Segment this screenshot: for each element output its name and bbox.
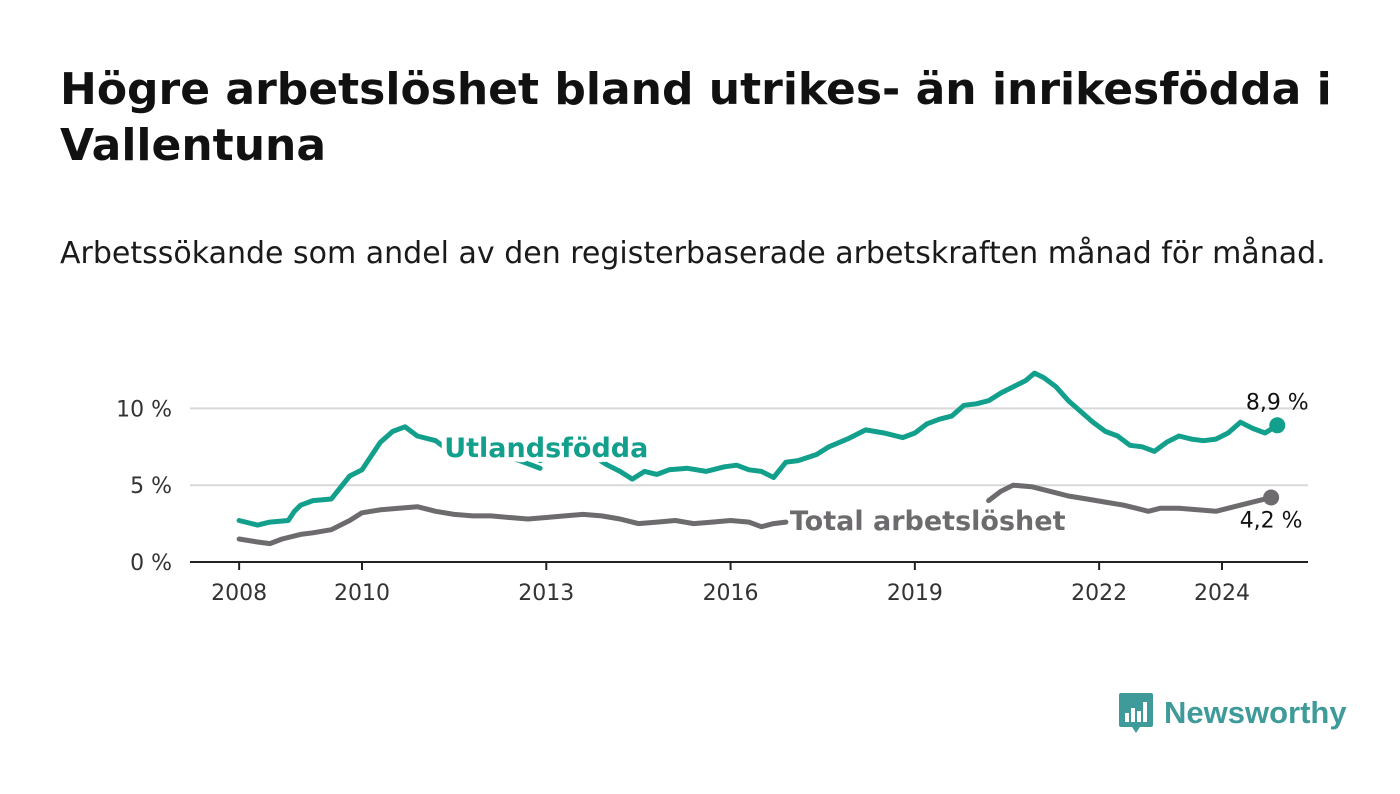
x-tick-label: 2019 [887, 581, 943, 606]
series-line-1 [986, 482, 1274, 514]
series-label: Utlandsfödda [444, 433, 648, 464]
line-chart: 0 %5 %10 % 2008 2010 2013 2016 2019 2022 2024 … [116, 370, 1309, 606]
series-line-0 [537, 455, 549, 464]
x-tick-label: 2013 [518, 581, 574, 606]
x-tick-label: 2008 [211, 581, 267, 606]
bar-chart-speech-bubble-icon [1119, 693, 1153, 733]
series-label-halo: Total arbetslöshet [790, 506, 1066, 537]
series-label: Total arbetslöshet [790, 506, 1066, 537]
y-tick-label: 10 % [116, 397, 172, 422]
y-tick-label: 0 % [130, 551, 172, 576]
series-end-label: 8,9 % [1246, 390, 1309, 415]
chart-subtitle: Arbetssökande som andel av den registerb… [60, 236, 1326, 271]
series-line-0 [592, 370, 1280, 482]
brand-name: Newsworthy [1164, 695, 1347, 730]
x-tick-label: 2010 [334, 581, 390, 606]
x-tick-label: 2024 [1194, 581, 1250, 606]
series-labels: 8,9 %4,2 %UtlandsföddaUtlandsföddaTotal … [439, 390, 1309, 542]
y-axis: 0 % 5 % 10 % [116, 397, 172, 576]
brand-logo: Newsworthy [1118, 690, 1347, 736]
x-tick-label: 2016 [703, 581, 759, 606]
series-lines [236, 370, 1286, 547]
series-line-0 [236, 424, 543, 528]
series-end-marker [1263, 489, 1280, 506]
x-axis: 2008 2010 2013 2016 2019 2022 2024 [190, 561, 1308, 606]
grid [190, 407, 1308, 487]
chart-title: Högre arbetslöshet bland utrikes- än inr… [60, 64, 1332, 171]
series-end-label: 4,2 % [1240, 508, 1303, 533]
y-tick-label: 5 % [130, 474, 172, 499]
x-tick-label: 2022 [1071, 581, 1127, 606]
series-line-1 [236, 504, 789, 547]
series-end-marker [1269, 417, 1286, 434]
series-label-halo: Utlandsfödda [444, 433, 648, 464]
